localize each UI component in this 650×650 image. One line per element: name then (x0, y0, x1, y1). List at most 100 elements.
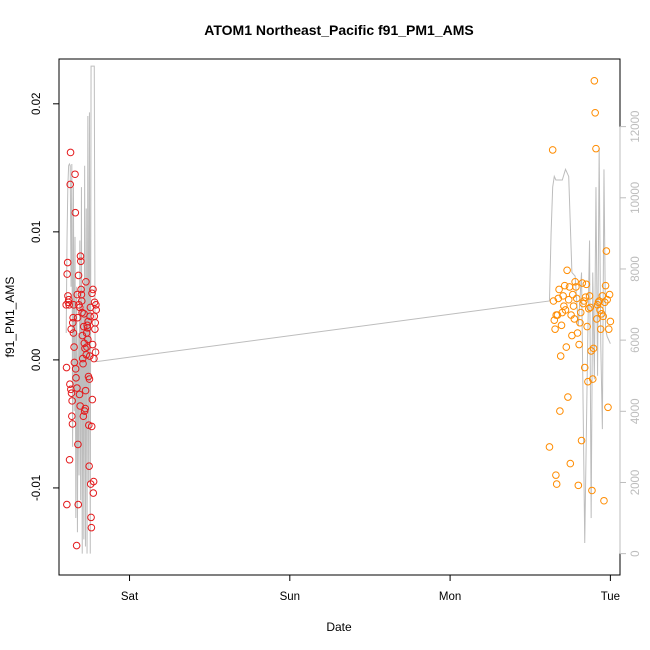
x-tick-label: Tue (601, 591, 620, 603)
data-point (591, 108, 599, 117)
data-point (581, 293, 590, 301)
data-point (556, 352, 565, 360)
data-point (586, 303, 595, 312)
data-point (589, 344, 598, 353)
data-point (578, 279, 587, 287)
data-point (555, 285, 563, 294)
data-point (73, 290, 82, 299)
data-point (592, 315, 601, 323)
data-point (556, 407, 564, 415)
data-point (600, 496, 608, 505)
series-1 (545, 76, 615, 505)
data-point (81, 386, 90, 395)
data-point (576, 308, 585, 317)
data-point (91, 348, 100, 357)
data-point (564, 295, 573, 304)
y2-tick-label: 2000 (630, 470, 642, 496)
data-point (588, 486, 596, 495)
data-point (66, 180, 75, 189)
data-point (576, 318, 584, 327)
y-tick-label: 0.02 (31, 93, 43, 115)
data-point (86, 312, 94, 321)
data-point (70, 343, 78, 351)
data-point (63, 258, 72, 267)
data-point (88, 289, 96, 298)
data-point (65, 301, 73, 309)
data-point (85, 462, 93, 470)
data-point (583, 322, 591, 331)
data-point (73, 313, 82, 322)
data-point (573, 329, 582, 337)
y2-tick-label: 6000 (630, 327, 642, 353)
data-point (74, 271, 83, 280)
data-point (79, 412, 88, 421)
data-point (87, 523, 96, 532)
y-tick-label: -0.01 (31, 475, 43, 501)
data-point (89, 477, 98, 486)
plot-frame (58, 58, 621, 576)
data-point (598, 292, 607, 300)
data-point (66, 380, 74, 389)
data-point (604, 325, 613, 333)
data-point (63, 270, 71, 278)
data-point (588, 375, 597, 383)
x-tick-label: Sat (121, 591, 139, 603)
data-point (88, 395, 97, 404)
x-tick-label: Sun (280, 591, 300, 603)
line-layer (65, 65, 611, 554)
data-point (67, 389, 76, 397)
data-point (582, 280, 591, 289)
data-point (71, 208, 80, 217)
data-point (580, 363, 589, 372)
data-point (605, 290, 614, 299)
data-point (73, 384, 81, 392)
data-point (74, 440, 82, 449)
data-point (77, 257, 85, 266)
data-point (83, 321, 92, 330)
data-point (571, 277, 579, 286)
data-point (559, 292, 567, 300)
data-point (92, 301, 100, 309)
data-point (82, 277, 90, 286)
y2-tick-label: 0 (630, 550, 642, 556)
data-point (62, 363, 71, 372)
data-point (71, 170, 79, 179)
data-point (92, 306, 100, 314)
chart-title: ATOM1 Northeast_Pacific f91_PM1_AMS (204, 22, 473, 38)
data-point (84, 317, 92, 326)
y-axis-left: -0.01 0.00 0.01 0.02 (31, 93, 59, 501)
data-point (69, 329, 78, 337)
data-point (585, 292, 594, 300)
data-point (562, 343, 571, 351)
data-point (574, 481, 583, 490)
data-point (81, 404, 90, 413)
data-point (561, 306, 570, 314)
data-point (68, 420, 77, 428)
data-point (82, 350, 91, 359)
data-point (584, 304, 593, 313)
data-point (79, 359, 87, 368)
series-0 (62, 148, 100, 550)
data-point (72, 374, 80, 382)
y-axis-label: f91_PM1_AMS (3, 277, 17, 358)
data-point (87, 513, 95, 522)
x-tick-label: Mon (439, 591, 461, 603)
data-point (560, 302, 568, 310)
data-point (606, 317, 615, 326)
data-point (590, 76, 599, 85)
data-point (69, 313, 77, 322)
x-axis-label: Date (326, 620, 352, 634)
data-point (570, 315, 579, 323)
data-point (89, 489, 98, 497)
data-point (89, 285, 97, 294)
data-point (85, 352, 94, 360)
data-point (75, 390, 84, 399)
data-point (65, 455, 74, 464)
data-point (68, 412, 76, 421)
data-point (79, 322, 88, 331)
data-point (560, 281, 569, 290)
data-point (596, 325, 605, 333)
data-point (599, 312, 607, 321)
data-point (78, 308, 86, 317)
